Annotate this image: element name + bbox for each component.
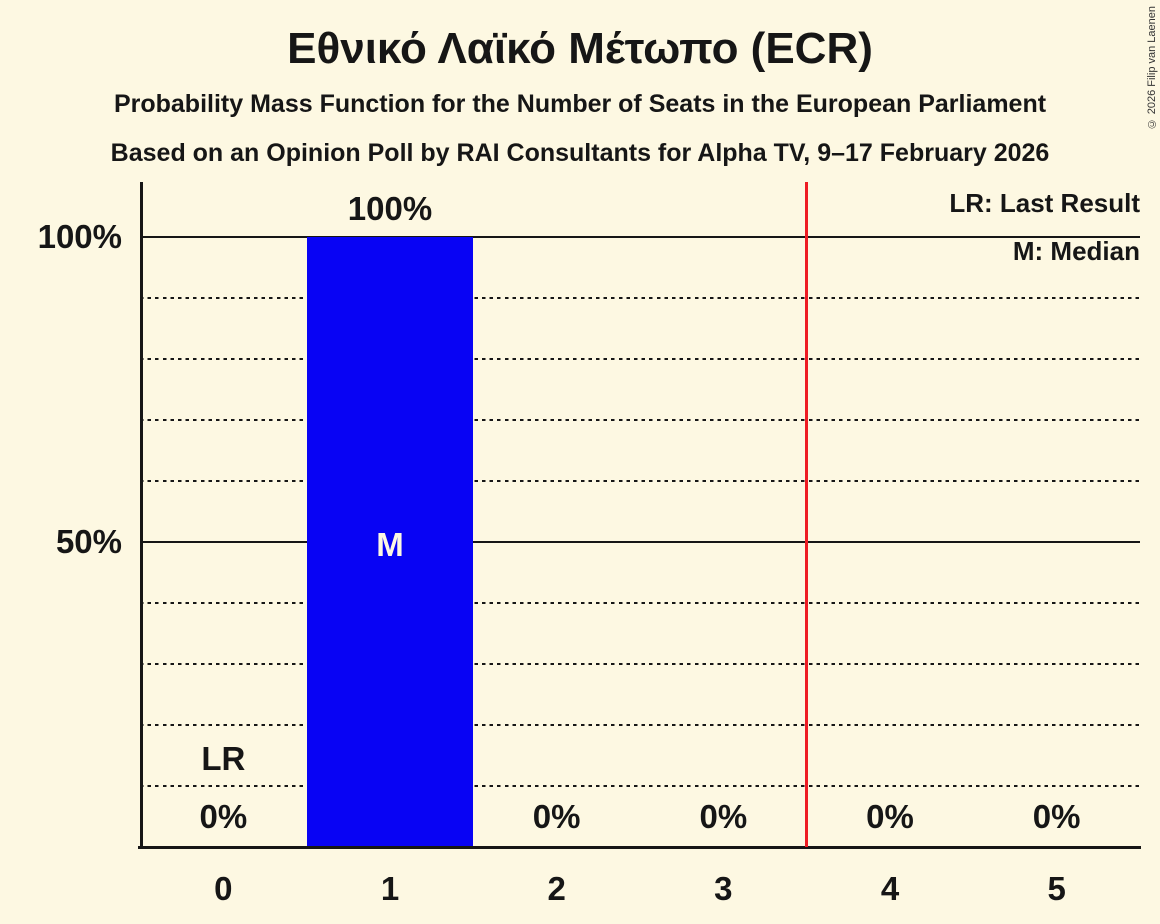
x-tick-label-4: 4 [880,870,900,907]
x-tick-label-5: 5 [1047,870,1066,907]
chart-title: Εθνικό Λαϊκό Μέτωπο (ECR) [287,24,873,73]
gridline-40pct [140,601,1140,605]
x-axis-line [138,845,1141,849]
gridline-10pct [140,784,1140,788]
zero-value-label: 0% [199,798,248,835]
copyright-notice: © 2026 Filip van Laenen [1146,6,1158,130]
x-tick-label-3: 3 [714,870,733,907]
zero-value-label: 0% [866,798,914,835]
gridline-60pct [140,479,1140,483]
median-annotation: M [376,526,404,563]
gridline-90pct [140,296,1140,300]
gridline-80pct [140,357,1140,361]
y-tick-label-100: 100% [37,218,122,255]
zero-value-label: 0% [1032,798,1081,835]
legend-median: M: Median [1012,236,1140,266]
x-tick-label-2: 2 [547,870,566,907]
gridline-100pct [140,235,1140,238]
x-tick-label-0: 0 [214,870,233,907]
y-tick-label-50: 50% [55,523,122,560]
zero-value-label: 0% [532,798,581,835]
x-tick-label-1: 1 [380,870,400,907]
bar-value-label: 100% [347,190,433,227]
gridline-30pct [140,662,1140,666]
y-axis-line [140,182,143,847]
legend-last-result: LR: Last Result [949,188,1140,218]
gridline-70pct [140,418,1140,422]
last-result-annotation: LR [201,740,246,777]
zero-value-label: 0% [699,798,748,835]
gridline-50pct [140,540,1140,543]
gridline-20pct [140,723,1140,727]
chart-subtitle-function: Probability Mass Function for the Number… [113,90,1047,118]
chart-subtitle-source: Based on an Opinion Poll by RAI Consulta… [110,139,1050,167]
last-result-line [805,182,809,847]
bar-seats-1 [306,237,474,847]
